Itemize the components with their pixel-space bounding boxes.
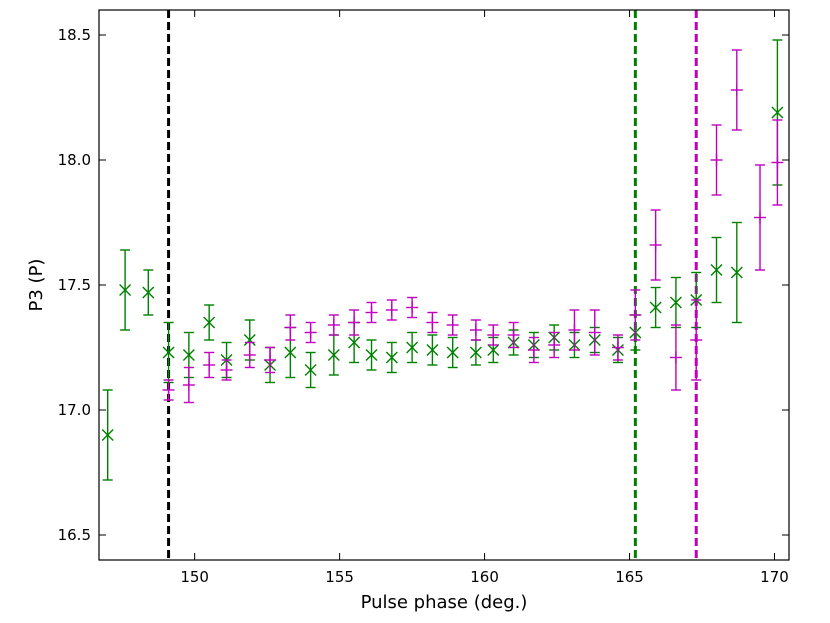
series-0-point-5 [203,304,216,341]
marker-x-b [182,349,195,361]
series-0-point-17 [446,336,459,369]
series-1-point-28 [730,49,743,131]
series-1-point-16 [487,324,500,346]
marker-x-b [348,336,361,349]
series-1-point-0 [162,379,175,401]
y-tick-label: 17.0 [58,401,91,419]
series-1-point-6 [284,314,297,341]
marker-x-b [101,429,114,441]
series-0-point-27 [649,286,662,329]
x-tick-label: 170 [760,568,789,586]
series-0-point-0 [101,389,114,481]
series-1-point-3 [220,359,233,381]
y-axis-label: P3 (P) [26,259,47,312]
series-1-point-27 [710,124,723,196]
marker-x-b [203,316,216,329]
marker-x-b [446,346,459,359]
marker-x-b [487,344,500,356]
plot-content [101,10,784,560]
series-0-point-3 [162,321,175,384]
y-tick-label: 18.5 [58,26,91,44]
series-1-point-17 [507,321,520,349]
series-1-point-21 [588,309,601,356]
series-0-point-31 [730,221,743,324]
x-tick-label: 155 [325,568,354,586]
marker-x-b [426,344,439,356]
marker-x-b [365,349,378,361]
series-0-point-11 [327,334,340,376]
series-1-point-11 [385,299,398,321]
series-1-point-30 [771,119,784,206]
marker-x-b [327,349,340,361]
series-0-point-2 [142,269,155,316]
axis-ticks: 150 155 160 165 170 16.5 17.0 17.5 18.0 18.5 [58,10,789,586]
y-tick-label: 16.5 [58,526,91,544]
y-tick-label: 18.0 [58,151,91,169]
series-1-point-18 [527,336,540,364]
series-1-point-4 [243,341,256,369]
x-tick-label: 165 [615,568,644,586]
marker-x-b [669,296,682,309]
marker-x-b [771,106,784,119]
series-1-point-7 [304,321,317,344]
marker-x-b [710,264,723,276]
series-0-point-13 [365,339,378,371]
series-1-point-20 [568,309,581,351]
series-0-point-30 [710,236,723,304]
series-1-point-24 [649,209,662,281]
series-1-point-1 [182,366,195,404]
series-1-point-10 [365,301,378,324]
series-0-point-10 [304,351,317,389]
series-1-point-19 [548,331,561,359]
series-1-point-9 [348,309,361,336]
marker-x-b [162,346,175,359]
series-0-point-1 [119,249,132,331]
series-0-point-15 [406,331,419,364]
series-0-point-14 [385,341,398,374]
series-1-point-25 [669,324,682,391]
series-0-point-18 [469,339,482,366]
series-0-point-19 [487,336,500,364]
marker-x-b [730,266,743,279]
marker-x-b [284,346,297,359]
marker-x-b [406,341,419,354]
series-0-point-16 [426,334,439,366]
series-1-point-22 [611,334,624,361]
series-1-point-2 [203,351,216,379]
marker-x-b [119,284,132,296]
marker-x-b [304,364,317,376]
series-0-point-28 [669,276,682,329]
series-1-point-15 [469,319,482,341]
series-1-point-12 [406,296,419,319]
x-tick-label: 150 [180,568,209,586]
series-1-point-14 [446,314,459,336]
series-1-point-29 [754,164,767,271]
marker-x-b [469,346,482,359]
series-1-point-13 [426,311,439,334]
marker-x-b [243,334,256,346]
x-axis-label: Pulse phase (deg.) [361,592,528,613]
series-1-point-23 [629,289,642,341]
plot-frame [98,9,790,561]
marker-x-b [142,286,155,299]
series-1-point-8 [327,314,340,336]
marker-x-b [649,301,662,314]
y-tick-label: 17.5 [58,276,91,294]
series-1-point-5 [264,346,277,374]
marker-x-b [385,351,398,364]
series-1-point-26 [690,299,703,381]
plot-area [101,10,784,560]
x-tick-label: 160 [470,568,499,586]
